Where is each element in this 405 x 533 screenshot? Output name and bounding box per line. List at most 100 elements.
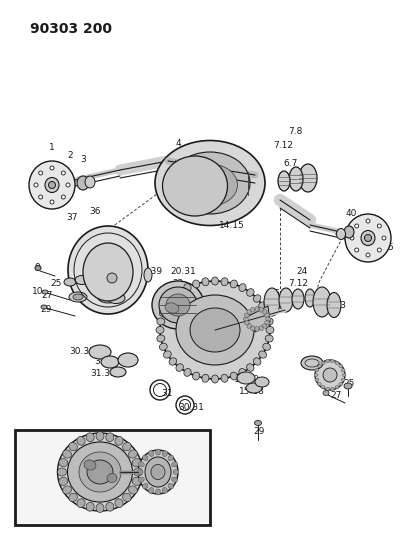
Text: 20.31: 20.31 [170, 268, 196, 277]
Ellipse shape [143, 483, 148, 489]
Ellipse shape [350, 236, 354, 240]
Bar [15, 430, 210, 525]
Ellipse shape [123, 442, 131, 451]
Ellipse shape [321, 361, 325, 365]
Text: 15.19: 15.19 [107, 278, 133, 287]
Polygon shape [245, 306, 270, 332]
Ellipse shape [202, 374, 209, 382]
Ellipse shape [247, 289, 254, 296]
Ellipse shape [330, 360, 335, 363]
Ellipse shape [299, 164, 317, 192]
Ellipse shape [266, 317, 271, 321]
Ellipse shape [84, 460, 96, 470]
Ellipse shape [244, 313, 249, 317]
Ellipse shape [321, 385, 325, 389]
Text: 43: 43 [156, 464, 168, 472]
Ellipse shape [176, 295, 254, 365]
Ellipse shape [162, 488, 168, 494]
Ellipse shape [345, 214, 391, 262]
Ellipse shape [39, 195, 43, 199]
Ellipse shape [107, 293, 125, 303]
Ellipse shape [63, 450, 71, 458]
Ellipse shape [79, 452, 121, 492]
Text: 6.7: 6.7 [274, 288, 288, 297]
Ellipse shape [164, 351, 171, 358]
Ellipse shape [377, 224, 382, 228]
Ellipse shape [115, 437, 123, 445]
Text: ANTI SPIN DIFFERENTIAL: ANTI SPIN DIFFERENTIAL [53, 506, 147, 515]
Text: 40: 40 [345, 209, 357, 219]
Text: 7.12: 7.12 [288, 279, 308, 288]
Ellipse shape [77, 499, 85, 507]
Ellipse shape [151, 464, 165, 480]
Ellipse shape [337, 229, 345, 239]
Text: 27: 27 [41, 292, 53, 301]
Text: 37: 37 [66, 214, 78, 222]
Ellipse shape [166, 294, 190, 316]
Ellipse shape [61, 171, 65, 175]
Ellipse shape [83, 243, 133, 301]
Ellipse shape [68, 442, 132, 502]
Ellipse shape [42, 290, 48, 294]
Ellipse shape [86, 502, 94, 511]
Text: 17: 17 [74, 276, 86, 285]
Text: 14.15: 14.15 [219, 222, 245, 230]
Ellipse shape [162, 156, 228, 216]
Ellipse shape [193, 372, 200, 380]
Ellipse shape [118, 353, 138, 367]
Text: 31: 31 [94, 358, 106, 367]
Ellipse shape [170, 152, 250, 214]
Ellipse shape [327, 293, 341, 318]
Ellipse shape [323, 391, 329, 395]
Ellipse shape [134, 468, 143, 476]
Text: 28: 28 [188, 301, 200, 310]
Ellipse shape [39, 171, 43, 175]
Ellipse shape [255, 306, 259, 311]
Ellipse shape [251, 326, 255, 330]
Ellipse shape [266, 327, 274, 334]
Ellipse shape [77, 437, 85, 445]
Ellipse shape [68, 226, 148, 314]
Text: 1: 1 [49, 143, 55, 152]
Ellipse shape [190, 308, 240, 352]
Ellipse shape [317, 365, 321, 367]
Text: 36: 36 [89, 206, 101, 215]
Ellipse shape [243, 317, 249, 321]
Ellipse shape [265, 321, 270, 325]
Ellipse shape [315, 378, 319, 381]
Text: 90303 200: 90303 200 [30, 22, 112, 36]
Ellipse shape [157, 335, 165, 342]
Ellipse shape [132, 459, 141, 467]
Ellipse shape [112, 281, 128, 291]
Ellipse shape [59, 477, 68, 486]
Text: 7.39: 7.39 [142, 268, 162, 277]
Ellipse shape [155, 141, 265, 225]
Ellipse shape [361, 230, 375, 246]
Ellipse shape [96, 432, 104, 440]
Ellipse shape [292, 289, 304, 309]
Ellipse shape [45, 177, 59, 192]
Text: 2: 2 [370, 222, 376, 230]
Ellipse shape [366, 253, 370, 257]
Ellipse shape [49, 182, 55, 189]
Ellipse shape [160, 281, 270, 379]
Text: 30.31: 30.31 [178, 403, 204, 413]
Ellipse shape [115, 499, 123, 507]
Ellipse shape [173, 470, 179, 474]
Ellipse shape [230, 372, 237, 380]
Ellipse shape [139, 477, 144, 482]
Ellipse shape [110, 367, 126, 377]
Ellipse shape [172, 477, 177, 482]
Ellipse shape [137, 470, 143, 474]
Ellipse shape [160, 343, 167, 350]
Ellipse shape [132, 477, 141, 486]
Text: 15.18: 15.18 [239, 387, 265, 397]
Ellipse shape [106, 502, 114, 511]
Ellipse shape [176, 364, 183, 372]
Ellipse shape [35, 265, 41, 271]
Ellipse shape [202, 278, 209, 286]
Ellipse shape [77, 176, 89, 190]
Ellipse shape [259, 351, 266, 358]
Ellipse shape [107, 273, 117, 283]
Ellipse shape [246, 383, 262, 393]
